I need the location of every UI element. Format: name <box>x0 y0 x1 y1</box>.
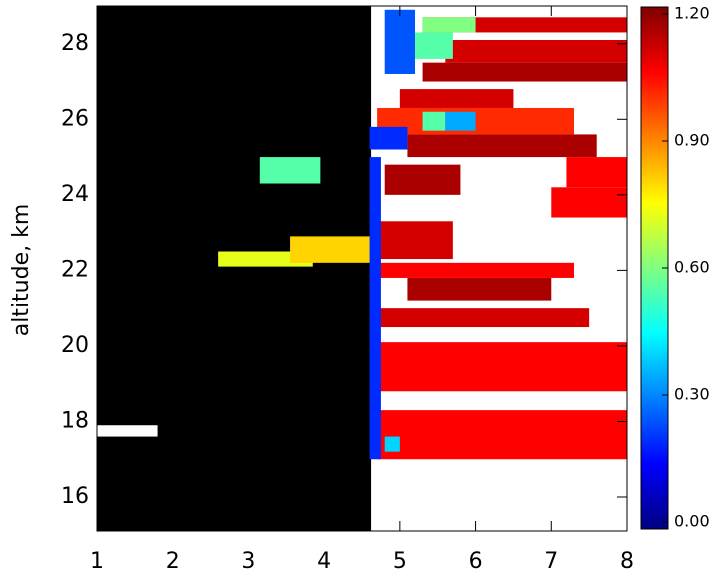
region <box>97 425 158 437</box>
colorbar-tick-label: 0.90 <box>674 131 710 150</box>
x-tick-label: 4 <box>317 549 331 574</box>
heatmap-cell <box>377 308 590 328</box>
y-tick-label: 28 <box>61 31 89 56</box>
colorbar-tick-label: 0.00 <box>674 512 710 531</box>
heatmap-cell <box>377 262 574 278</box>
heatmap-cell <box>566 157 627 188</box>
heatmap-cell <box>377 342 627 392</box>
y-tick-label: 24 <box>61 182 89 207</box>
x-tick-label: 2 <box>166 549 180 574</box>
y-tick-label: 20 <box>61 333 89 358</box>
heatmap-cell <box>445 39 627 63</box>
x-tick-label: 1 <box>90 549 104 574</box>
y-tick-label: 22 <box>61 257 89 282</box>
heatmap-cell <box>445 111 476 131</box>
heatmap-cell <box>551 187 627 218</box>
x-tick-label: 6 <box>469 549 483 574</box>
colorbar-tick-label: 0.30 <box>674 385 710 404</box>
colorbar-tick-label: 0.60 <box>674 258 710 277</box>
x-tick-label: 7 <box>544 549 558 574</box>
heatmap-cell <box>377 410 627 460</box>
heatmap-cell <box>384 164 461 195</box>
plot-frame <box>96 5 628 532</box>
heatmap-cell <box>384 436 400 452</box>
heatmap-cell <box>290 236 374 263</box>
heatmap-cell <box>407 277 552 301</box>
x-tick-label: 3 <box>241 549 255 574</box>
heatmap-cell <box>259 157 321 184</box>
colorbar-tick-label: 1.20 <box>674 4 710 23</box>
heatmap-cell <box>377 221 453 260</box>
heatmap-cell <box>399 89 514 108</box>
y-tick-label: 18 <box>61 408 89 433</box>
heatmap-cell <box>384 9 415 74</box>
heatmap-cell <box>407 134 597 158</box>
y-tick-label: 16 <box>61 484 89 509</box>
y-axis-label: altitude, km <box>9 204 34 337</box>
x-tick-label: 8 <box>620 549 634 574</box>
heatmap-cell <box>218 251 313 267</box>
heatmap-cell <box>369 157 381 460</box>
x-tick-label: 5 <box>393 549 407 574</box>
heatmap-cell <box>415 32 453 59</box>
heatmap-cell <box>422 62 627 82</box>
heatmap-cell <box>422 17 476 33</box>
heatmap-cell <box>369 126 408 150</box>
heatmap-cell <box>422 111 446 131</box>
y-tick-label: 26 <box>61 106 89 131</box>
region <box>97 6 372 531</box>
